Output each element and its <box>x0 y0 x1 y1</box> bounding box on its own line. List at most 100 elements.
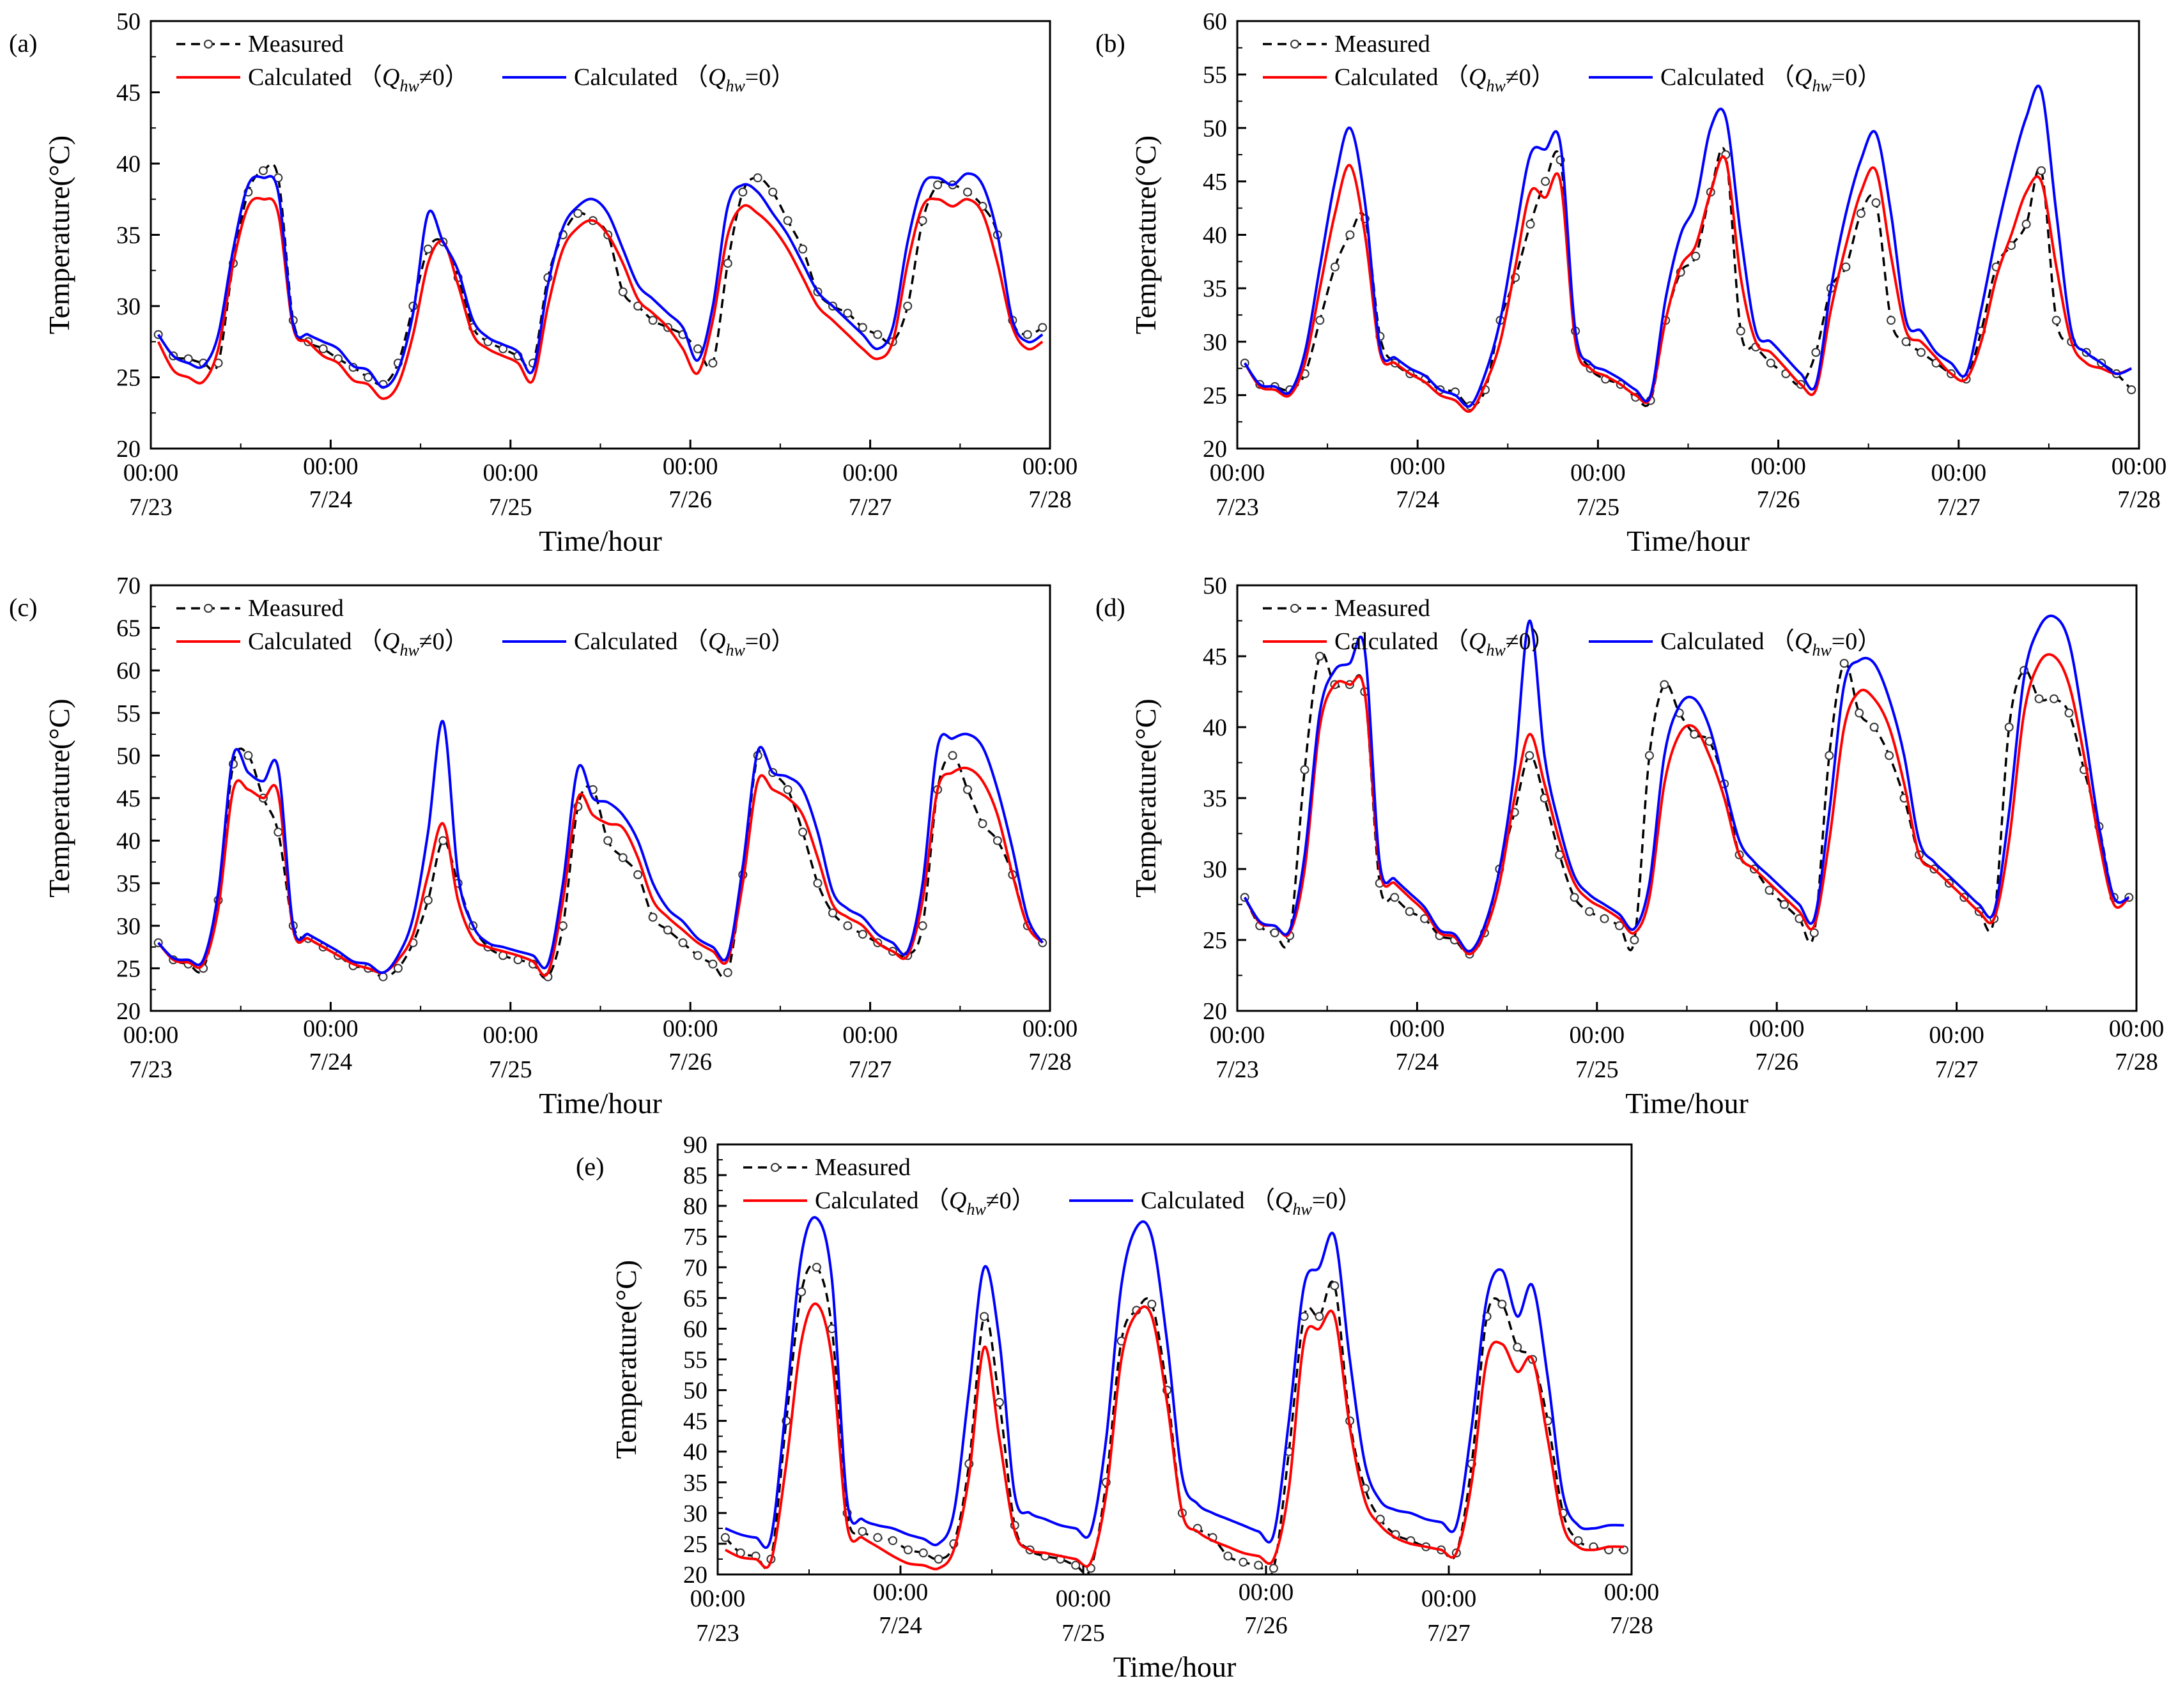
measured-point <box>873 1533 883 1543</box>
x-tick-time-label: 00:00 <box>2109 1015 2165 1042</box>
chart-panel: (e) 20 25 30 35 40 45 50 55 60 65 70 75 80 85 90 00:00 7/… <box>576 1132 1659 1683</box>
x-tick-time-label: 00:00 <box>842 1022 898 1049</box>
measured-point <box>1513 1343 1522 1352</box>
x-tick-time-label: 00:00 <box>1023 453 1078 480</box>
x-tick-time-label: 00:00 <box>1749 1015 1805 1042</box>
measured-point <box>2021 219 2031 229</box>
legend: Measured Calculated （Qhw≠0） Calculated （Qh… <box>176 31 795 95</box>
x-tick-time-label: 00:00 <box>483 459 539 486</box>
measured-point <box>1270 928 1279 937</box>
panel-label: (d) <box>1095 593 1125 622</box>
x-tick-date-label: 7/27 <box>1935 1056 1979 1083</box>
x-tick-date-label: 7/28 <box>1610 1612 1653 1639</box>
x-tick-time-label: 00:00 <box>483 1022 539 1049</box>
measured-point <box>393 964 403 973</box>
measured-point <box>603 836 613 845</box>
measured-point <box>1766 358 1775 368</box>
x-tick-time-label: 00:00 <box>1570 1022 1625 1049</box>
y-tick-label: 35 <box>116 870 141 897</box>
y-tick-label: 45 <box>1203 169 1227 196</box>
measured-point <box>1887 316 1896 325</box>
y-tick-label: 30 <box>1203 329 1227 356</box>
measured-point <box>618 853 628 863</box>
measured-point <box>858 323 867 332</box>
legend-calc-nonzero-label: Calculated （Qhw≠0） <box>1334 628 1556 659</box>
measured-point <box>1885 751 1894 760</box>
y-tick-label: 25 <box>116 955 141 982</box>
y-tick-label: 45 <box>683 1408 707 1435</box>
measured-point <box>2037 166 2046 176</box>
measured-point <box>1525 751 1534 760</box>
measured-point <box>1691 251 1701 261</box>
y-tick-label: 20 <box>683 1562 707 1589</box>
measured-point <box>723 968 732 978</box>
x-tick-date-label: 7/27 <box>1427 1620 1471 1647</box>
measured-point <box>1315 316 1325 325</box>
legend-measured-label: Measured <box>1334 31 1430 58</box>
y-tick-label: 75 <box>683 1224 707 1250</box>
legend: Measured Calculated （Qhw≠0） Calculated （Qh… <box>176 595 795 659</box>
legend-calc-zero-label: Calculated （Qhw=0） <box>1660 64 1881 95</box>
measured-point <box>738 187 748 197</box>
measured-point <box>1615 921 1624 930</box>
measured-point <box>933 180 943 190</box>
measured-point <box>708 959 718 969</box>
y-tick-label: 40 <box>116 151 141 178</box>
measured-point <box>1390 893 1400 902</box>
measured-point <box>828 908 837 918</box>
y-tick-label: 50 <box>683 1378 707 1404</box>
legend-measured-label: Measured <box>248 595 344 622</box>
measured-point <box>2051 316 2061 325</box>
measured-point <box>2050 694 2058 704</box>
y-tick-label: 60 <box>1203 8 1227 35</box>
x-tick-time-label: 00:00 <box>1570 459 1626 486</box>
measured-point <box>1839 659 1849 668</box>
x-tick-time-label: 00:00 <box>123 1022 179 1049</box>
measured-point <box>1570 893 1579 902</box>
measured-point <box>693 951 702 960</box>
x-tick-date-label: 7/26 <box>1757 486 1800 513</box>
series-line-qhw_zero <box>157 172 1044 389</box>
measured-point <box>378 972 388 981</box>
y-tick-label: 30 <box>116 293 141 320</box>
measured-point <box>723 259 732 268</box>
measured-point <box>1871 198 1881 208</box>
legend-measured-marker <box>204 40 213 49</box>
chart-panel: (d) 20 25 30 35 40 45 50 00:00 7/23 00:00 7/24 00:00… <box>1095 573 2164 1119</box>
y-tick-label: 50 <box>116 8 141 35</box>
measured-point <box>963 785 972 794</box>
series-line-qhw_zero <box>1243 614 2130 953</box>
legend-calc-nonzero-label: Calculated （Qhw≠0） <box>248 628 469 659</box>
measured-point <box>918 921 927 930</box>
y-axis-label: Temperature(°C) <box>1129 135 1162 334</box>
measured-point <box>1869 723 1879 732</box>
chart-panel: (c) 20 25 30 35 40 45 50 55 60 65 70 00:00 7/23 00:00 7… <box>9 573 1077 1119</box>
measured-point <box>1841 262 1851 272</box>
measured-point <box>1023 330 1032 339</box>
x-axis-label: Time/hour <box>1625 1087 1749 1119</box>
measured-point <box>1223 1551 1233 1561</box>
legend-measured-label: Measured <box>1334 595 1430 622</box>
measured-point <box>364 373 373 382</box>
measured-point <box>934 1555 943 1564</box>
measured-point <box>1917 348 1926 357</box>
y-axis-label: Temperature(°C) <box>43 698 75 897</box>
series-line-qhw_nonzero <box>1244 155 2132 413</box>
x-tick-date-label: 7/26 <box>1244 1612 1288 1639</box>
x-tick-time-label: 00:00 <box>123 459 179 486</box>
y-tick-label: 35 <box>1203 275 1227 302</box>
chart-panel: (a) 20 25 30 35 40 45 50 00:00 7/23 00:00 7/24 00:00… <box>9 8 1077 557</box>
x-tick-date-label: 7/23 <box>1216 494 1259 521</box>
measured-point <box>633 870 643 879</box>
y-tick-label: 70 <box>116 573 141 599</box>
x-tick-time-label: 00:00 <box>1056 1585 1111 1612</box>
y-tick-label: 45 <box>1203 643 1227 670</box>
measured-point <box>1071 1560 1081 1570</box>
y-tick-label: 60 <box>683 1316 707 1343</box>
y-tick-label: 60 <box>116 658 141 684</box>
y-tick-label: 20 <box>1203 998 1227 1025</box>
x-tick-date-label: 7/24 <box>309 1049 353 1075</box>
x-tick-date-label: 7/27 <box>849 494 892 521</box>
y-tick-label: 90 <box>683 1132 707 1158</box>
